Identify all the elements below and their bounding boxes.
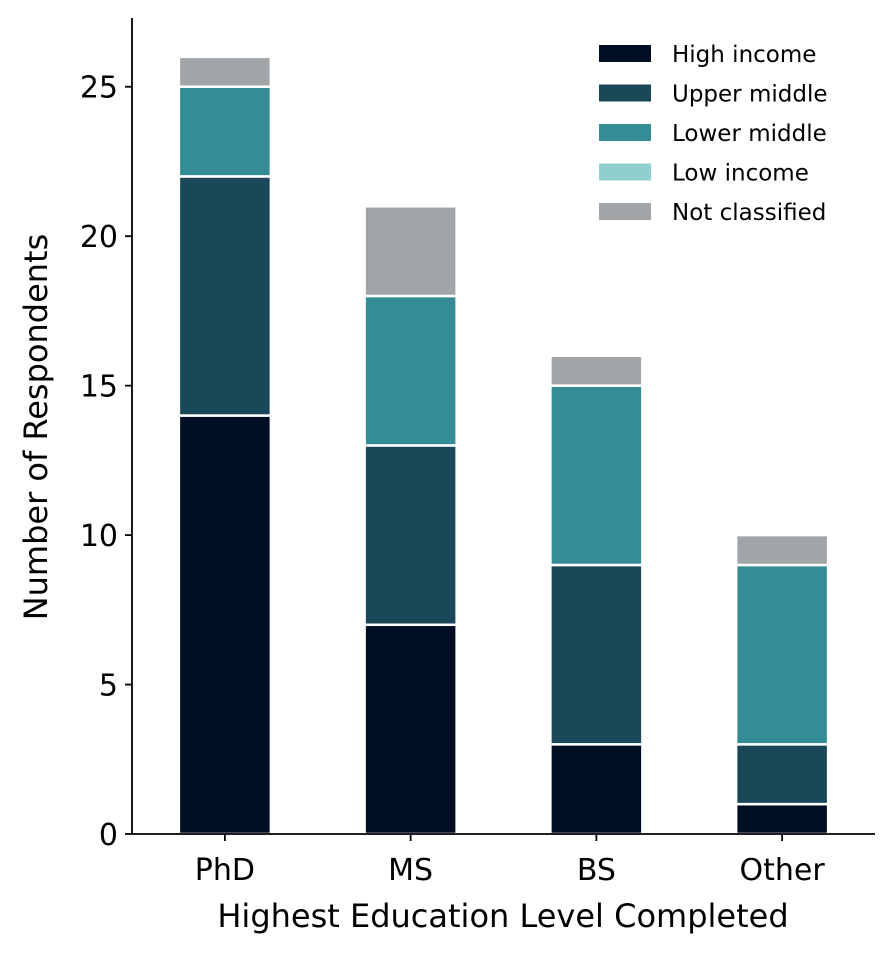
bar-ms-not-classified xyxy=(363,205,458,298)
bar-ms-high-income xyxy=(363,623,458,836)
bar-other-upper-middle xyxy=(734,743,830,806)
legend-swatch-high-income xyxy=(599,45,651,62)
bar-bs-upper-middle xyxy=(549,563,644,746)
bar-other-not-classified xyxy=(734,533,830,567)
bar-other-high-income xyxy=(734,802,830,836)
y-axis-title: Number of Respondents xyxy=(17,234,55,621)
bar-bs-lower-middle xyxy=(549,384,644,567)
bar-bs-high-income xyxy=(549,743,644,836)
legend-label-high-income: High income xyxy=(672,42,816,68)
legend-swatch-lower-middle xyxy=(599,124,651,141)
legend-label-lower-middle: Lower middle xyxy=(672,121,827,147)
y-tick-label: 25 xyxy=(80,71,118,106)
plot-area xyxy=(177,55,830,836)
bar-phd-high-income xyxy=(177,414,273,836)
x-tick-label: Other xyxy=(740,853,826,888)
bar-ms-upper-middle xyxy=(363,444,458,627)
y-tick-label: 20 xyxy=(80,220,118,255)
y-axis: 0 5 10 15 20 25 xyxy=(80,18,133,853)
bar-bs-not-classified xyxy=(549,354,644,387)
legend-label-not-classified: Not classified xyxy=(672,200,826,226)
legend-swatch-low-income xyxy=(599,163,651,181)
bar-phd-lower-middle xyxy=(177,85,273,178)
y-tick-label: 0 xyxy=(99,818,118,853)
x-tick-label: PhD xyxy=(195,853,255,888)
legend-swatch-upper-middle xyxy=(599,84,651,102)
x-tick-label: MS xyxy=(388,853,433,888)
bar-phd-not-classified xyxy=(177,55,273,88)
bar-phd-upper-middle xyxy=(177,175,273,417)
legend-label-upper-middle: Upper middle xyxy=(672,82,828,108)
legend-swatch-not-classified xyxy=(599,203,651,220)
bar-ms-lower-middle xyxy=(363,294,458,447)
y-tick-label: 15 xyxy=(80,370,118,405)
x-tick-label: BS xyxy=(577,853,616,888)
legend-label-low-income: Low income xyxy=(672,161,809,187)
y-tick-label: 5 xyxy=(99,669,118,704)
legend: High income Upper middle Lower middle Low i… xyxy=(599,42,828,226)
x-axis: PhD MS BS Other xyxy=(132,833,875,888)
x-axis-title: Highest Education Level Completed xyxy=(217,897,788,935)
bar-other-lower-middle xyxy=(734,563,830,746)
y-tick-label: 10 xyxy=(80,519,118,554)
